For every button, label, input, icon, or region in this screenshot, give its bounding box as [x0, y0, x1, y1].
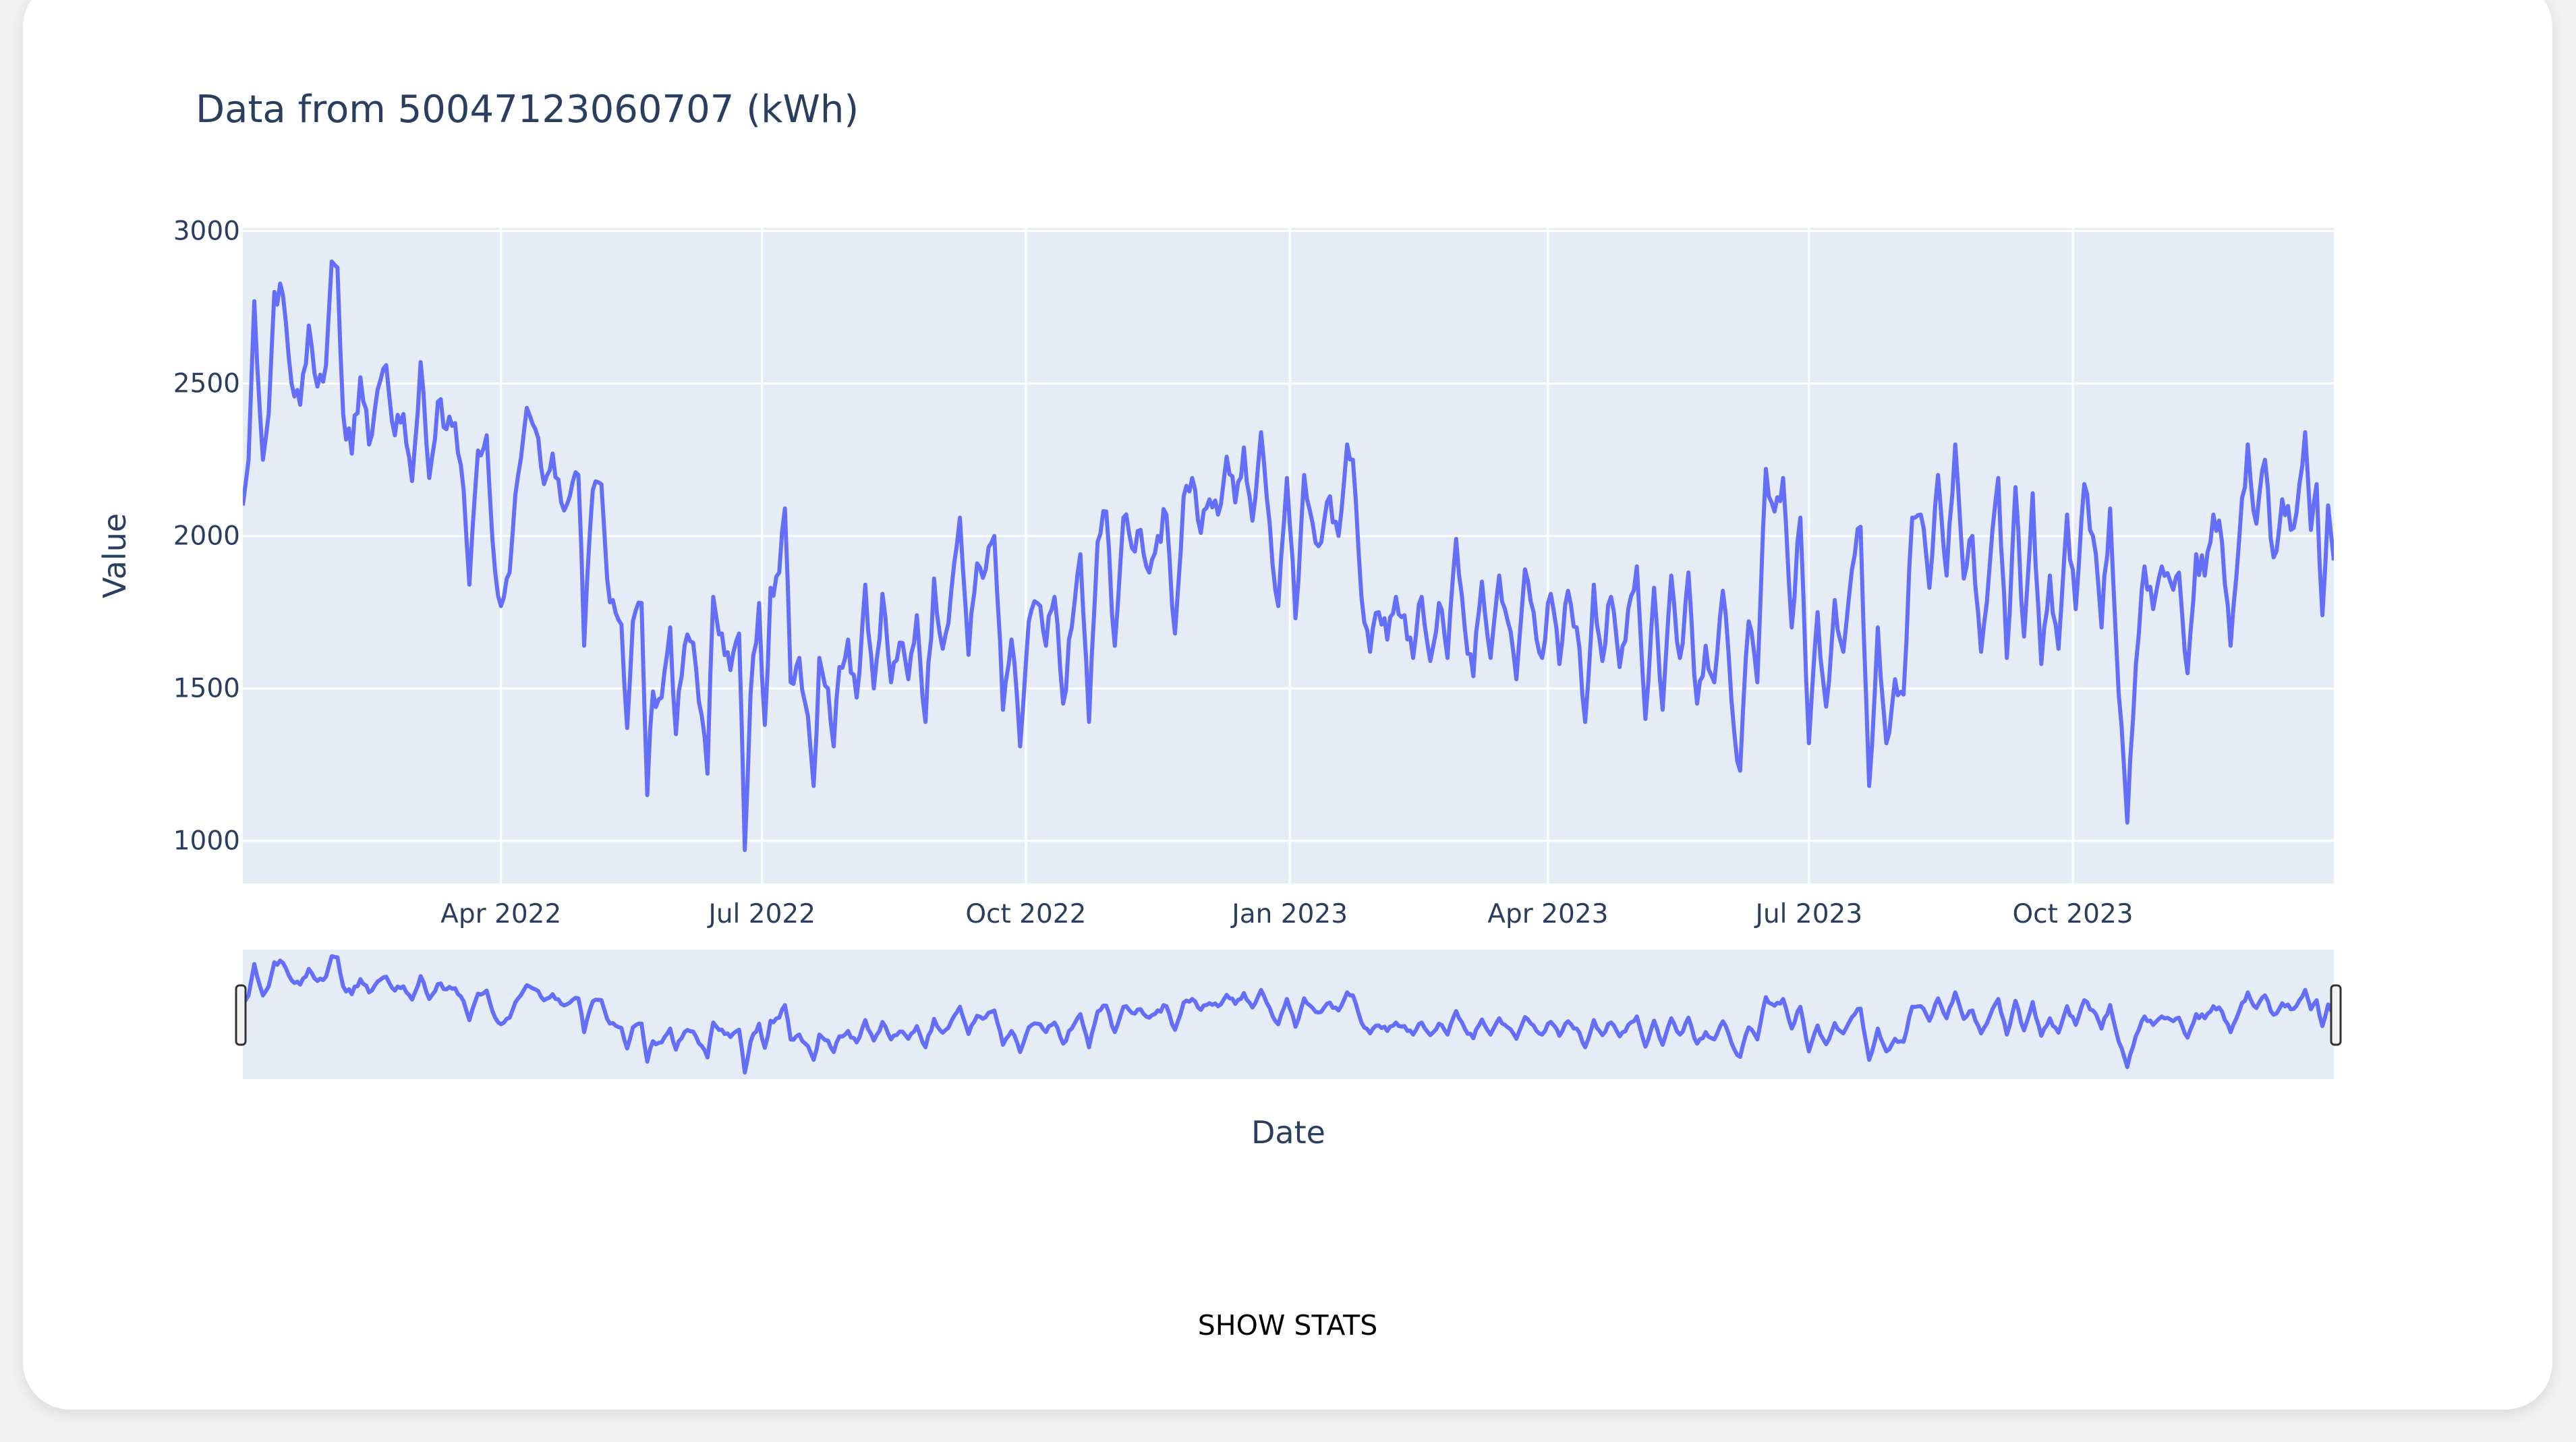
x-tick-label: Jul 2022	[706, 899, 815, 929]
series-line	[243, 259, 2334, 853]
y-tick-label: 1500	[173, 674, 240, 704]
chart-title: Data from 50047123060707 (kWh)	[196, 88, 859, 132]
plot-background	[243, 228, 2334, 884]
range-slider[interactable]	[243, 950, 2334, 1079]
x-tick-label: Oct 2023	[2012, 899, 2133, 929]
x-tick-label: Jan 2023	[1230, 899, 1348, 929]
x-tick-label: Jul 2023	[1753, 899, 1862, 929]
y-tick-label: 2000	[173, 521, 240, 552]
y-tick-label: 3000	[173, 217, 240, 247]
y-gridlines	[243, 230, 2334, 842]
x-tick-label: Apr 2023	[1487, 899, 1608, 929]
x-tick-label: Apr 2022	[440, 899, 561, 929]
range-slider-left-handle[interactable]	[235, 984, 247, 1046]
x-axis-title: Date	[1251, 1114, 1325, 1151]
x-gridlines	[500, 228, 2074, 884]
y-tick-label: 2500	[173, 369, 240, 399]
x-tick-label: Oct 2022	[965, 899, 1086, 929]
range-slider-right-handle[interactable]	[2330, 984, 2342, 1046]
x-axis-ticks: Apr 2022 Jul 2022 Oct 2022 Jan 2023 Apr 2023…	[440, 899, 2133, 929]
show-stats-button[interactable]: SHOW STATS	[1153, 1305, 1423, 1346]
y-axis-title: Value	[96, 513, 133, 598]
y-axis-ticks: 1000 1500 2000 2500 3000	[173, 217, 240, 857]
range-slider-series-line	[241, 954, 2336, 1075]
y-tick-label: 1000	[173, 826, 240, 857]
